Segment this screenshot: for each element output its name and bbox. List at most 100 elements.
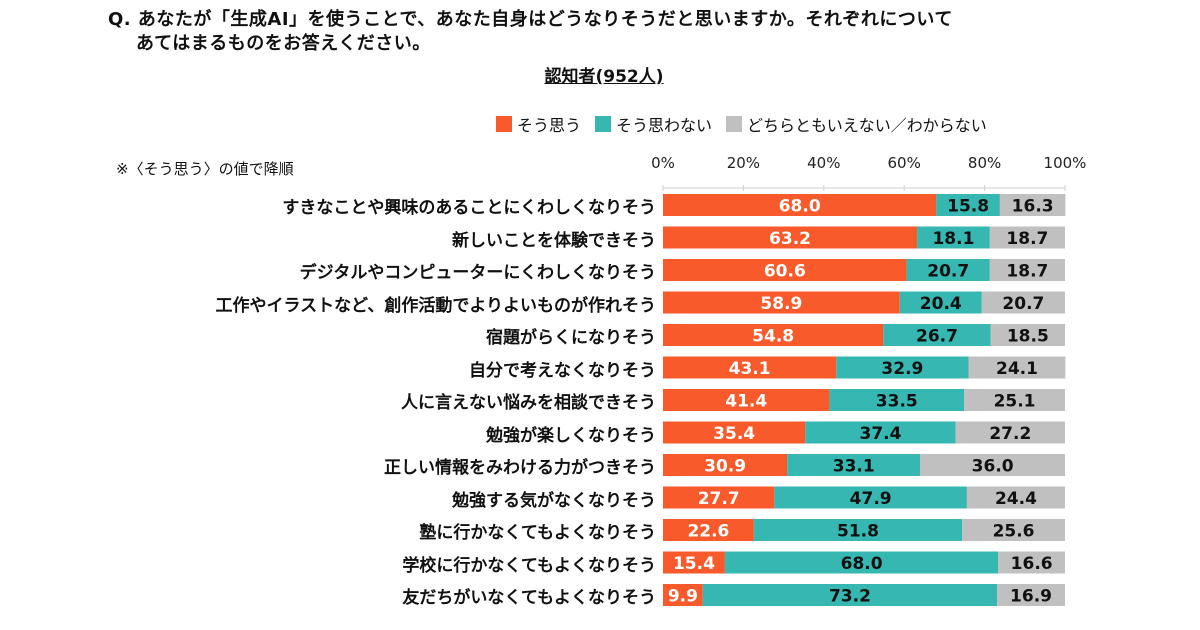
data-label: 27.2 [989, 424, 1031, 444]
bar-segment-disagree [899, 291, 982, 314]
bar-segment-disagree [917, 226, 990, 249]
x-tick-label: 20% [727, 154, 760, 172]
bar-segment-agree [663, 324, 884, 346]
data-label: 16.6 [1011, 554, 1053, 574]
data-label: 24.1 [996, 359, 1038, 379]
category-label: 勉強が楽しくなりそう [486, 425, 656, 446]
data-label: 58.9 [760, 294, 802, 314]
data-label: 15.4 [673, 554, 715, 574]
bar-segment-neutral [981, 291, 1065, 314]
bar-segment-neutral [989, 226, 1065, 249]
data-label: 18.1 [932, 229, 974, 249]
legend-item-disagree: そう思わない [595, 112, 712, 136]
category-label: 塾に行かなくてもよくなりそう [419, 523, 656, 543]
data-label: 26.7 [916, 327, 958, 347]
data-label: 20.4 [920, 294, 962, 314]
bar-segment-neutral [989, 259, 1065, 281]
data-label: 20.7 [927, 262, 969, 282]
subtitle-text: 認知者(952人) [544, 67, 664, 87]
data-label: 33.5 [876, 392, 918, 412]
legend-label-disagree: そう思わない [616, 116, 713, 135]
legend-swatch-disagree [595, 116, 612, 132]
x-tick-label: 80% [968, 154, 1001, 172]
data-label: 16.3 [1012, 197, 1054, 217]
data-label: 20.7 [1002, 294, 1044, 314]
bar-segment-neutral [997, 584, 1065, 606]
bar-segment-neutral [968, 356, 1066, 379]
category-label: 勉強する気がなくなりそう [452, 490, 656, 511]
data-label: 18.5 [1007, 327, 1049, 347]
bar-segment-disagree [753, 519, 963, 541]
data-label: 33.1 [833, 457, 875, 477]
bar-segment-neutral [920, 454, 1065, 476]
question-text: Q. あなたが「生成AI」を使うことで、あなた自身はどうなりそうだと思いますか。… [108, 8, 953, 56]
data-label: 16.9 [1010, 587, 1052, 607]
bar-segment-neutral [962, 519, 1065, 541]
bar-segment-disagree [787, 454, 921, 476]
data-label: 24.4 [995, 489, 1037, 509]
sort-note: ※〈そう思う〉の値で降順 [116, 160, 294, 178]
bar-segment-disagree [702, 584, 998, 606]
question-line-2: あてはまるものをお答えください。 [136, 33, 431, 54]
data-label: 43.1 [729, 359, 771, 379]
data-label: 68.0 [779, 197, 821, 217]
data-label: 18.7 [1006, 229, 1048, 249]
bar-segment-agree [663, 226, 918, 249]
data-label: 47.9 [850, 489, 892, 509]
x-tick-label: 0% [651, 154, 675, 172]
legend-swatch-neutral [726, 116, 743, 132]
chart-subtitle: 認知者(952人) [0, 62, 1200, 87]
legend: そう思う そう思わない どちらともいえない／わからない [496, 112, 1001, 136]
bar-segment-disagree [936, 194, 1000, 216]
data-label: 15.8 [947, 197, 989, 217]
bar-segment-agree [663, 194, 937, 216]
bar-segment-agree [663, 584, 703, 606]
data-label: 18.7 [1006, 262, 1048, 282]
bar-segment-disagree [836, 356, 969, 379]
bar-segment-agree [663, 519, 754, 541]
data-label: 30.9 [704, 457, 746, 477]
bar-segment-disagree [724, 551, 999, 574]
data-label: 60.6 [764, 262, 806, 282]
category-label: 学校に行かなくてもよくなりそう [402, 555, 656, 576]
data-label: 68.0 [841, 554, 883, 574]
bar-segment-agree [663, 356, 837, 379]
category-label: 友だちがいなくてもよくなりそう [402, 588, 656, 608]
bar-segment-disagree [805, 421, 956, 444]
data-label: 25.1 [994, 392, 1036, 412]
legend-swatch-agree [496, 116, 512, 132]
bar-segment-disagree [774, 486, 967, 509]
bar-segment-agree [663, 551, 725, 574]
data-label: 9.9 [668, 587, 698, 607]
legend-label-agree: そう思う [517, 116, 582, 135]
data-label: 32.9 [881, 359, 923, 379]
data-label: 25.6 [993, 522, 1035, 542]
bar-segment-agree [663, 421, 806, 444]
data-label: 54.8 [752, 327, 794, 347]
data-label: 63.2 [769, 229, 811, 249]
bar-segment-disagree [829, 389, 965, 411]
category-label: すきなことや興味のあることにくわしくなりそう [282, 198, 656, 218]
category-label: デジタルやコンピューターにくわしくなりそう [299, 263, 656, 283]
bar-segment-neutral [955, 421, 1065, 444]
data-label: 36.0 [972, 457, 1014, 477]
bar-segment-neutral [999, 194, 1066, 216]
data-label: 27.7 [698, 489, 740, 509]
data-label: 51.8 [837, 522, 879, 542]
category-label: 工作やイラストなど、創作活動でよりよいものが作れそう [215, 295, 656, 316]
data-label: 41.4 [725, 392, 767, 412]
category-label: 人に言えない悩みを相談できそう [401, 393, 656, 413]
x-tick-label: 60% [888, 154, 921, 172]
legend-item-agree: そう思う [496, 112, 581, 136]
bar-segment-agree [663, 259, 907, 281]
data-label: 37.4 [860, 424, 902, 444]
legend-item-neutral: どちらともいえない／わからない [726, 112, 987, 136]
bar-segment-disagree [906, 259, 990, 281]
data-label: 22.6 [687, 522, 729, 542]
data-label: 73.2 [829, 587, 871, 607]
category-label: 宿題がらくになりそう [486, 328, 656, 348]
bar-segment-neutral [998, 551, 1065, 574]
x-tick-label: 40% [807, 154, 840, 172]
bar-segment-neutral [964, 389, 1065, 411]
